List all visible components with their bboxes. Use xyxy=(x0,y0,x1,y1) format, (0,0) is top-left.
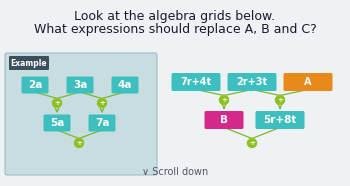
Text: +: + xyxy=(221,97,227,103)
FancyBboxPatch shape xyxy=(5,53,157,175)
Text: 2a: 2a xyxy=(28,80,42,90)
Text: 5r+8t: 5r+8t xyxy=(263,115,297,125)
Circle shape xyxy=(247,139,257,147)
Text: A: A xyxy=(304,77,312,87)
Text: 5a: 5a xyxy=(50,118,64,128)
Text: 7r+4t: 7r+4t xyxy=(181,77,211,87)
FancyBboxPatch shape xyxy=(43,115,70,132)
FancyBboxPatch shape xyxy=(89,115,116,132)
FancyBboxPatch shape xyxy=(256,111,304,129)
Text: +: + xyxy=(249,140,255,146)
Circle shape xyxy=(52,99,62,108)
FancyBboxPatch shape xyxy=(112,76,139,94)
Circle shape xyxy=(98,99,106,108)
Text: +: + xyxy=(54,100,60,106)
Text: Look at the algebra grids below.: Look at the algebra grids below. xyxy=(75,10,275,23)
Text: 3a: 3a xyxy=(73,80,87,90)
FancyBboxPatch shape xyxy=(9,56,49,70)
FancyBboxPatch shape xyxy=(172,73,220,91)
FancyBboxPatch shape xyxy=(66,76,93,94)
Text: +: + xyxy=(277,97,283,103)
Text: ∨ Scroll down: ∨ Scroll down xyxy=(142,167,208,177)
FancyBboxPatch shape xyxy=(228,73,276,91)
Circle shape xyxy=(75,139,84,147)
Circle shape xyxy=(219,95,229,105)
Text: What expressions should replace A, B and C?: What expressions should replace A, B and… xyxy=(34,23,316,36)
Text: +: + xyxy=(76,140,82,146)
Text: +: + xyxy=(99,100,105,106)
Circle shape xyxy=(275,95,285,105)
FancyBboxPatch shape xyxy=(21,76,49,94)
Text: 7a: 7a xyxy=(95,118,109,128)
Text: 2r+3t: 2r+3t xyxy=(237,77,267,87)
Text: B: B xyxy=(220,115,228,125)
Text: Example: Example xyxy=(11,59,47,68)
FancyBboxPatch shape xyxy=(204,111,244,129)
Text: 4a: 4a xyxy=(118,80,132,90)
FancyBboxPatch shape xyxy=(284,73,332,91)
